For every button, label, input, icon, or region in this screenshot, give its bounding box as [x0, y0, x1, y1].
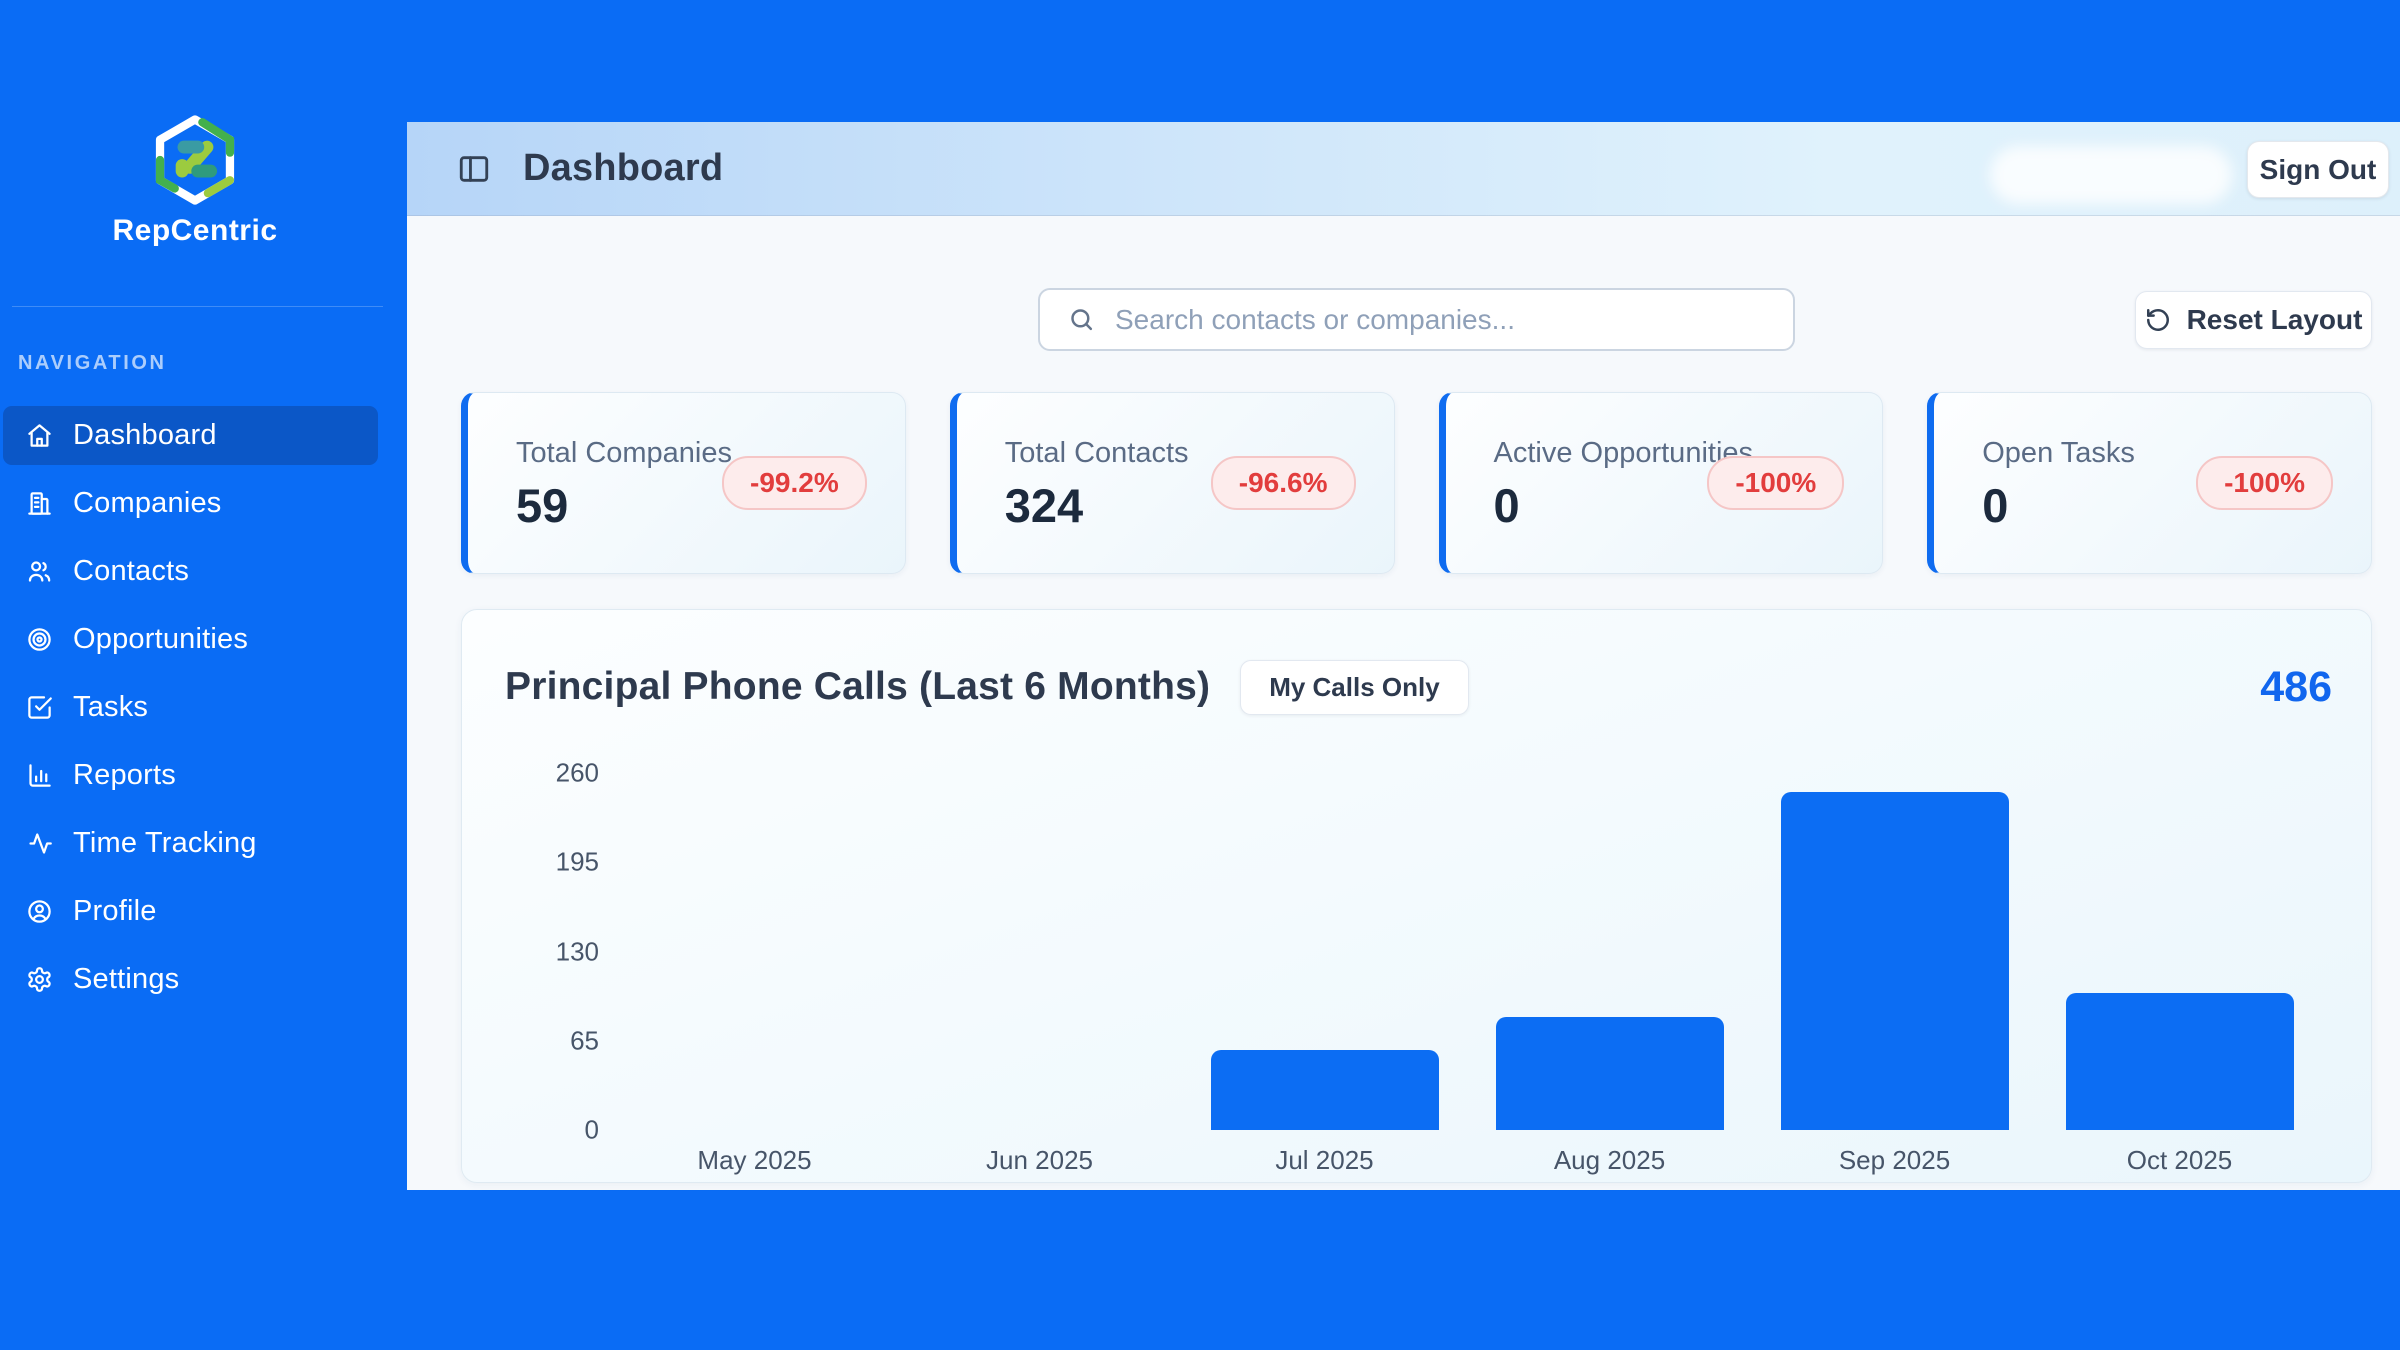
chart-column-jul-2025: Jul 2025 [1182, 773, 1467, 1175]
page-title: Dashboard [523, 147, 724, 189]
sidebar-item-settings[interactable]: Settings [3, 950, 378, 1009]
global-search[interactable] [1038, 288, 1795, 351]
stat-label: Total Contacts [1004, 437, 1189, 469]
y-axis-tick-label: 65 [570, 1025, 599, 1056]
sign-out-button[interactable]: Sign Out [2247, 141, 2389, 198]
bar[interactable] [1495, 1017, 1724, 1130]
x-axis-tick-label: Oct 2025 [2126, 1145, 2233, 1175]
stat-value: 324 [1004, 479, 1084, 532]
user-circle-icon [26, 898, 53, 925]
stat-card-active-opportunities: Active Opportunities 0 -100% [1438, 392, 1884, 574]
sidebar-item-label: Time Tracking [73, 827, 257, 859]
x-axis-tick-label: Jul 2025 [1275, 1145, 1374, 1175]
sidebar-item-label: Companies [73, 487, 222, 519]
sidebar-item-label: Settings [73, 963, 180, 995]
gear-icon [26, 966, 53, 993]
target-icon [26, 626, 53, 653]
stat-card-total-contacts: Total Contacts 324 -96.6% [949, 392, 1395, 574]
sidebar: RepCentric NAVIGATION Dashboard Companies… [0, 0, 407, 1350]
sidebar-item-companies[interactable]: Companies [3, 474, 378, 533]
brand-logo: RepCentric [0, 112, 390, 248]
x-axis-tick-label: Sep 2025 [1838, 1145, 1951, 1175]
stat-cards-row: Total Companies 59 -99.2% Total Contacts 324… [461, 392, 2372, 574]
sidebar-item-label: Opportunities [73, 623, 249, 655]
chart-y-axis: 0 65 130 195 260 [462, 610, 599, 1182]
sidebar-item-label: Reports [73, 759, 176, 791]
stat-card-total-companies: Total Companies 59 -99.2% [461, 392, 906, 574]
sidebar-item-contacts[interactable]: Contacts [3, 542, 378, 601]
sidebar-item-time-tracking[interactable]: Time Tracking [3, 814, 378, 873]
sidebar-item-label: Contacts [73, 555, 190, 587]
sidebar-item-label: Tasks [73, 691, 149, 723]
stat-change-badge: -96.6% [1210, 456, 1356, 510]
home-icon [26, 422, 53, 449]
x-axis-tick-label: May 2025 [697, 1145, 812, 1175]
sidebar-item-tasks[interactable]: Tasks [3, 678, 378, 737]
chart-total-value: 486 [2260, 662, 2332, 711]
x-axis-tick-label: Jun 2025 [986, 1145, 1093, 1175]
rotate-ccw-icon [2145, 307, 2171, 333]
my-calls-only-toggle[interactable]: My Calls Only [1240, 659, 1469, 715]
stat-label: Active Opportunities [1493, 437, 1754, 469]
search-icon [1068, 306, 1095, 333]
bar[interactable] [1210, 1050, 1439, 1130]
sidebar-item-reports[interactable]: Reports [3, 746, 378, 805]
chart-title: Principal Phone Calls (Last 6 Months) [505, 665, 1211, 708]
x-axis-tick-label: Aug 2025 [1553, 1145, 1666, 1175]
chart-plot-area: May 2025 Jun 2025 Jul 2025 Aug 2025 Sep 2025… [612, 773, 2322, 1175]
blurred-user-pill [1990, 146, 2232, 204]
reset-layout-label: Reset Layout [2186, 304, 2363, 335]
sidebar-divider [12, 306, 383, 307]
check-square-icon [26, 694, 53, 721]
top-header: Dashboard Sign Out [407, 122, 2400, 216]
repcentric-logo-icon [155, 115, 235, 205]
bar[interactable] [2065, 992, 2294, 1130]
y-axis-tick-label: 130 [555, 936, 599, 966]
stat-label: Open Tasks [1982, 437, 2135, 469]
sidebar-item-opportunities[interactable]: Opportunities [3, 610, 378, 669]
stat-card-open-tasks: Open Tasks 0 -100% [1927, 392, 2372, 574]
y-axis-tick-label: 195 [555, 846, 599, 877]
bar[interactable] [1780, 792, 2009, 1130]
chart-column-jun-2025: Jun 2025 [897, 773, 1182, 1175]
sidebar-item-profile[interactable]: Profile [3, 882, 378, 941]
nav-list: Dashboard Companies Contacts Opportunities T… [0, 406, 407, 1009]
chart-column-aug-2025: Aug 2025 [1467, 773, 1752, 1175]
main-panel: Dashboard Sign Out Reset Layout Total Co… [407, 122, 2400, 1190]
y-axis-tick-label: 260 [555, 757, 599, 788]
sidebar-item-label: Dashboard [73, 419, 217, 451]
chart-column-may-2025: May 2025 [612, 773, 897, 1175]
chart-card: Principal Phone Calls (Last 6 Months) My… [461, 609, 2372, 1183]
chart-column-oct-2025: Oct 2025 [2037, 773, 2322, 1175]
nav-section-label: NAVIGATION [18, 352, 167, 374]
stat-change-badge: -100% [2196, 456, 2333, 510]
chart-column-sep-2025: Sep 2025 [1752, 773, 2037, 1175]
sidebar-toggle-icon[interactable] [457, 152, 491, 186]
sidebar-item-label: Profile [73, 895, 157, 927]
brand-name: RepCentric [112, 214, 278, 247]
activity-icon [26, 830, 53, 857]
chart-header: Principal Phone Calls (Last 6 Months) My… [505, 659, 2332, 715]
stat-change-badge: -100% [1707, 456, 1845, 510]
building-icon [26, 490, 53, 517]
users-icon [26, 558, 53, 585]
bar-chart-icon [26, 762, 53, 789]
stat-label: Total Companies [516, 437, 732, 469]
stat-value: 59 [516, 479, 569, 532]
stat-value: 0 [1493, 479, 1520, 532]
y-axis-tick-label: 0 [584, 1114, 599, 1145]
sidebar-item-dashboard[interactable]: Dashboard [3, 406, 378, 465]
stat-value: 0 [1982, 479, 2009, 532]
reset-layout-button[interactable]: Reset Layout [2135, 291, 2372, 349]
search-input[interactable] [1113, 302, 1777, 337]
stat-change-badge: -99.2% [722, 456, 867, 510]
